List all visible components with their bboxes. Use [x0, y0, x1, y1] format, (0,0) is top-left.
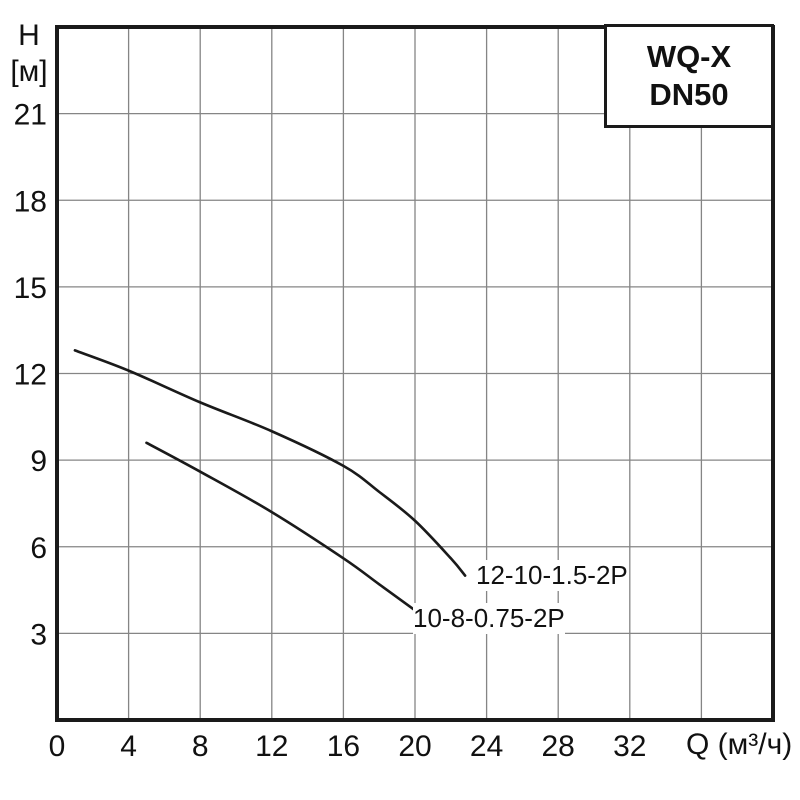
y-tick-label: 15	[14, 272, 47, 305]
pump-curve-1	[73, 349, 467, 577]
x-tick-label: 8	[192, 730, 209, 763]
x-tick-label: 24	[470, 730, 503, 763]
x-axis-title: Q (м³/ч)	[686, 728, 793, 761]
x-tick-label: 0	[49, 730, 66, 763]
curve-label-12-10-1-5-2p: 12-10-1.5-2P	[476, 560, 628, 591]
legend-flange-size: DN50	[649, 77, 729, 112]
pump-curve-2	[145, 441, 417, 612]
y-tick-label: 3	[30, 618, 47, 651]
model-legend-box: WQ-X DN50	[604, 24, 774, 128]
y-tick-label: 21	[14, 99, 47, 132]
y-axis-title: H [м]	[2, 18, 56, 90]
x-tick-label: 32	[613, 730, 646, 763]
x-tick-label: 28	[542, 730, 575, 763]
y-tick-label: 12	[14, 359, 47, 392]
x-tick-label: 12	[255, 730, 288, 763]
x-tick-label: 16	[327, 730, 360, 763]
y-tick-label: 18	[14, 185, 47, 218]
y-axis-unit: [м]	[10, 55, 48, 88]
y-axis-symbol: H	[18, 19, 40, 52]
x-tick-label: 20	[398, 730, 431, 763]
curve-label-10-8-0-75-2p: 10-8-0.75-2P	[413, 603, 565, 634]
y-tick-label: 9	[30, 445, 47, 478]
y-tick-label: 6	[30, 532, 47, 565]
legend-series-family: WQ-X	[646, 39, 732, 74]
plot-border	[55, 25, 775, 722]
x-tick-label: 4	[120, 730, 137, 763]
